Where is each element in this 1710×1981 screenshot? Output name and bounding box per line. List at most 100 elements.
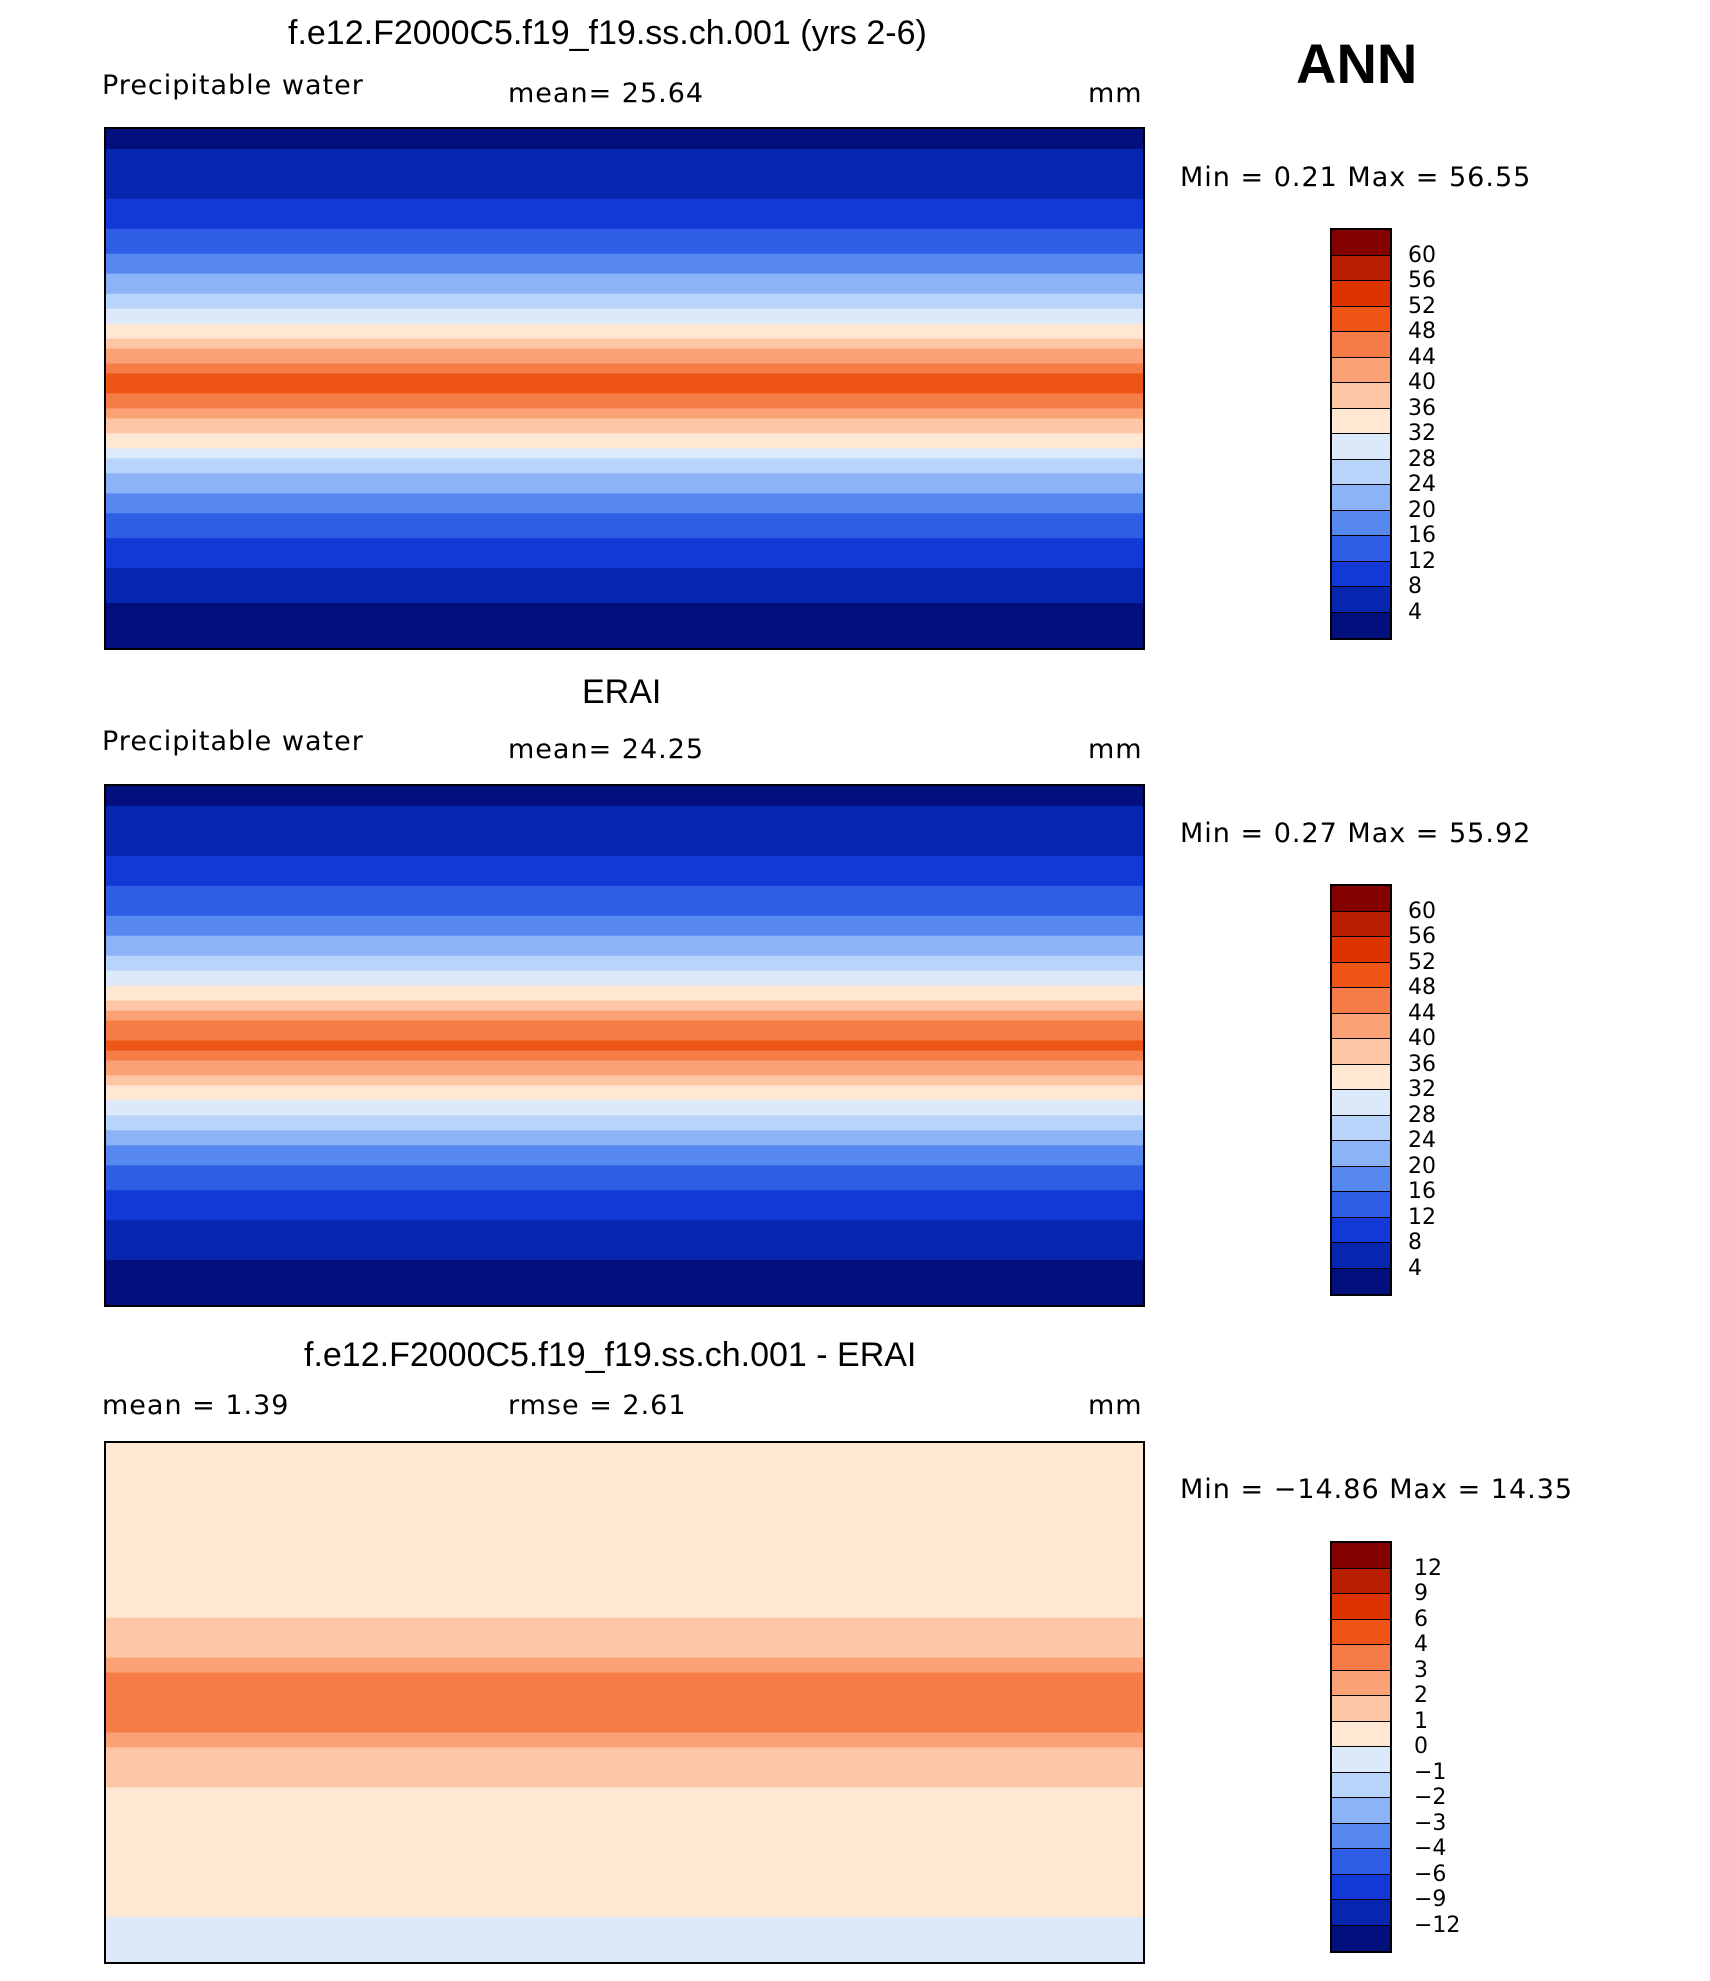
map-band [106, 138, 1143, 145]
map-band [106, 1050, 1143, 1057]
colorbar-segment [1332, 1166, 1390, 1192]
colorbar-segment [1332, 357, 1390, 383]
colorbar-tick-label: 32 [1408, 1077, 1436, 1102]
map-band [106, 233, 1143, 240]
map-band [106, 1150, 1143, 1156]
panel3-mean-label: mean = 1.39 [102, 1390, 290, 1421]
panel3-map-field [106, 1443, 1143, 1962]
colorbar-segment [1332, 255, 1390, 281]
map-band [106, 1767, 1143, 1773]
map-band [106, 608, 1143, 614]
colorbar-segment [1332, 1543, 1390, 1569]
map-band [106, 383, 1143, 390]
map-band [106, 1747, 1143, 1753]
map-band [106, 1220, 1143, 1226]
map-band [106, 950, 1143, 957]
map-band [106, 1457, 1143, 1464]
map-band [106, 1190, 1143, 1196]
colorbar-tick-label: 28 [1408, 1102, 1436, 1128]
map-band [106, 1507, 1143, 1514]
map-band [106, 293, 1143, 300]
map-band [106, 1692, 1143, 1699]
map-band [106, 1487, 1143, 1494]
map-band [106, 129, 1143, 135]
map-band [106, 1912, 1143, 1918]
map-band [106, 343, 1143, 350]
map-band [106, 633, 1143, 639]
map-band [106, 1762, 1143, 1768]
colorbar-segment [1332, 1064, 1390, 1090]
colorbar-tick-label: 0 [1414, 1734, 1428, 1759]
map-band [106, 1070, 1143, 1077]
map-band [106, 1622, 1143, 1629]
colorbar-tick-label: 60 [1408, 898, 1436, 924]
map-band [106, 1802, 1143, 1808]
colorbar-tick-label: 16 [1408, 1179, 1436, 1204]
panel2-mean-label: mean= 24.25 [508, 734, 705, 765]
map-band [106, 1000, 1143, 1007]
map-band [106, 1110, 1143, 1116]
map-band [106, 198, 1143, 205]
map-band [106, 905, 1143, 912]
map-band [106, 263, 1143, 270]
map-band [106, 1702, 1143, 1709]
map-band [106, 1942, 1143, 1948]
map-band [106, 213, 1143, 220]
colorbar-segment [1332, 1568, 1390, 1594]
colorbar-segment [1332, 1645, 1390, 1671]
map-band [106, 368, 1143, 375]
map-band [106, 805, 1143, 812]
map-band [106, 1612, 1143, 1619]
map-band [106, 203, 1143, 210]
map-band [106, 1522, 1143, 1529]
map-band [106, 965, 1143, 972]
map-band [106, 1662, 1143, 1669]
map-band [106, 1100, 1143, 1106]
map-band [106, 1567, 1143, 1574]
map-band [106, 573, 1143, 579]
colorbar-tick-label: −1 [1414, 1759, 1447, 1785]
map-band [106, 930, 1143, 937]
map-band [106, 1030, 1143, 1037]
colorbar-tick-label: 36 [1408, 395, 1436, 421]
colorbar-tick-label: 4 [1408, 1255, 1422, 1281]
map-band [106, 388, 1143, 395]
map-band [106, 985, 1143, 992]
map-band [106, 153, 1143, 160]
map-band [106, 1200, 1143, 1206]
map-band [106, 1135, 1143, 1141]
map-band [106, 1582, 1143, 1589]
colorbar-segment [1332, 988, 1390, 1014]
colorbar-tick-label: 24 [1408, 472, 1436, 497]
map-band [106, 223, 1143, 230]
map-band [106, 1877, 1143, 1883]
map-band [106, 178, 1143, 185]
map-band [106, 1742, 1143, 1749]
map-band [106, 1737, 1143, 1744]
map-band [106, 1642, 1143, 1649]
map-band [106, 538, 1143, 544]
map-band [106, 1065, 1143, 1072]
map-band [106, 598, 1143, 604]
map-band [106, 518, 1143, 524]
map-band [106, 1085, 1143, 1092]
map-band [106, 1652, 1143, 1659]
map-band [106, 1657, 1143, 1664]
panel1-units-label: mm [1088, 78, 1143, 109]
map-band [106, 158, 1143, 165]
map-band [106, 523, 1143, 529]
map-band [106, 408, 1143, 415]
map-band [106, 563, 1143, 569]
colorbar-segment [1332, 536, 1390, 562]
panel2-map [104, 784, 1145, 1307]
map-band [106, 268, 1143, 275]
map-band [106, 1210, 1143, 1216]
map-band [106, 1255, 1143, 1261]
map-band [106, 1597, 1143, 1604]
map-band [106, 870, 1143, 877]
map-band [106, 1285, 1143, 1291]
map-band [106, 318, 1143, 325]
colorbar-tick-label: −4 [1414, 1836, 1447, 1861]
map-band [106, 1852, 1143, 1858]
colorbar-segment [1332, 1721, 1390, 1747]
